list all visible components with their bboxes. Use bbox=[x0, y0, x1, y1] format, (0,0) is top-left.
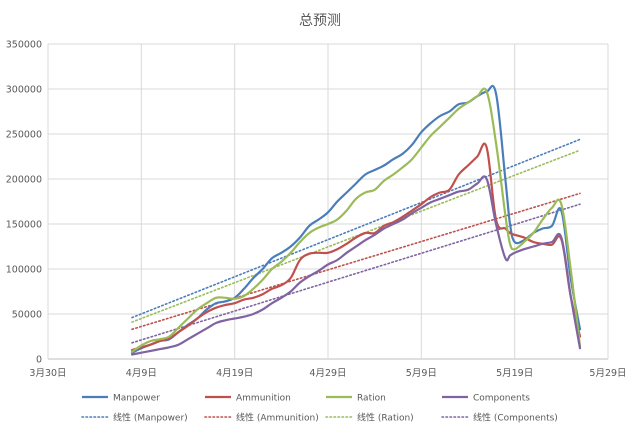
y-tick-label: 250000 bbox=[6, 130, 42, 141]
x-tick-label: 5月29日 bbox=[589, 368, 626, 379]
x-tick-label: 5月19日 bbox=[496, 368, 533, 379]
legend-label: Manpower bbox=[113, 394, 160, 404]
trendline-manpower bbox=[131, 138, 581, 319]
x-tick-label: 5月9日 bbox=[406, 368, 437, 379]
chart-title: 总预测 bbox=[299, 13, 341, 29]
x-tick-label: 4月19日 bbox=[216, 368, 253, 379]
legend-label: 线性 (Components) bbox=[473, 412, 558, 424]
series-line-ammunition bbox=[130, 142, 582, 352]
trendline-components bbox=[131, 203, 581, 344]
legend-label: 线性 (Manpower) bbox=[113, 412, 188, 424]
legend-label: Ration bbox=[357, 394, 386, 404]
y-tick-label: 100000 bbox=[6, 265, 42, 276]
series-line-components bbox=[130, 175, 582, 356]
y-tick-label: 150000 bbox=[6, 220, 42, 231]
series-lines bbox=[130, 84, 582, 356]
x-tick-label: 4月9日 bbox=[126, 368, 157, 379]
y-tick-label: 200000 bbox=[6, 175, 42, 186]
y-axis-ticks: 0 50000 100000 150000 200000 250000 300000 3500… bbox=[6, 40, 42, 366]
gridlines bbox=[47, 43, 609, 360]
y-tick-label: 50000 bbox=[12, 310, 42, 321]
x-axis-ticks: 3月30日 4月9日 4月19日 4月29日 5月9日 5月19日 5月29日 bbox=[29, 368, 626, 379]
legend-label: 线性 (Ammunition) bbox=[236, 412, 319, 424]
legend: Manpower Ammunition Ration Components 线性 (Ma… bbox=[81, 394, 558, 424]
y-tick-label: 0 bbox=[36, 355, 42, 366]
x-tick-label: 4月29日 bbox=[309, 368, 346, 379]
x-tick-label: 3月30日 bbox=[29, 368, 66, 379]
legend-label: Ammunition bbox=[236, 394, 291, 404]
legend-label: 线性 (Ration) bbox=[357, 412, 414, 424]
y-tick-label: 350000 bbox=[6, 40, 42, 51]
series-line-ration bbox=[130, 87, 582, 353]
y-tick-label: 300000 bbox=[6, 85, 42, 96]
series-line-manpower bbox=[130, 84, 582, 354]
legend-label: Components bbox=[473, 394, 530, 404]
